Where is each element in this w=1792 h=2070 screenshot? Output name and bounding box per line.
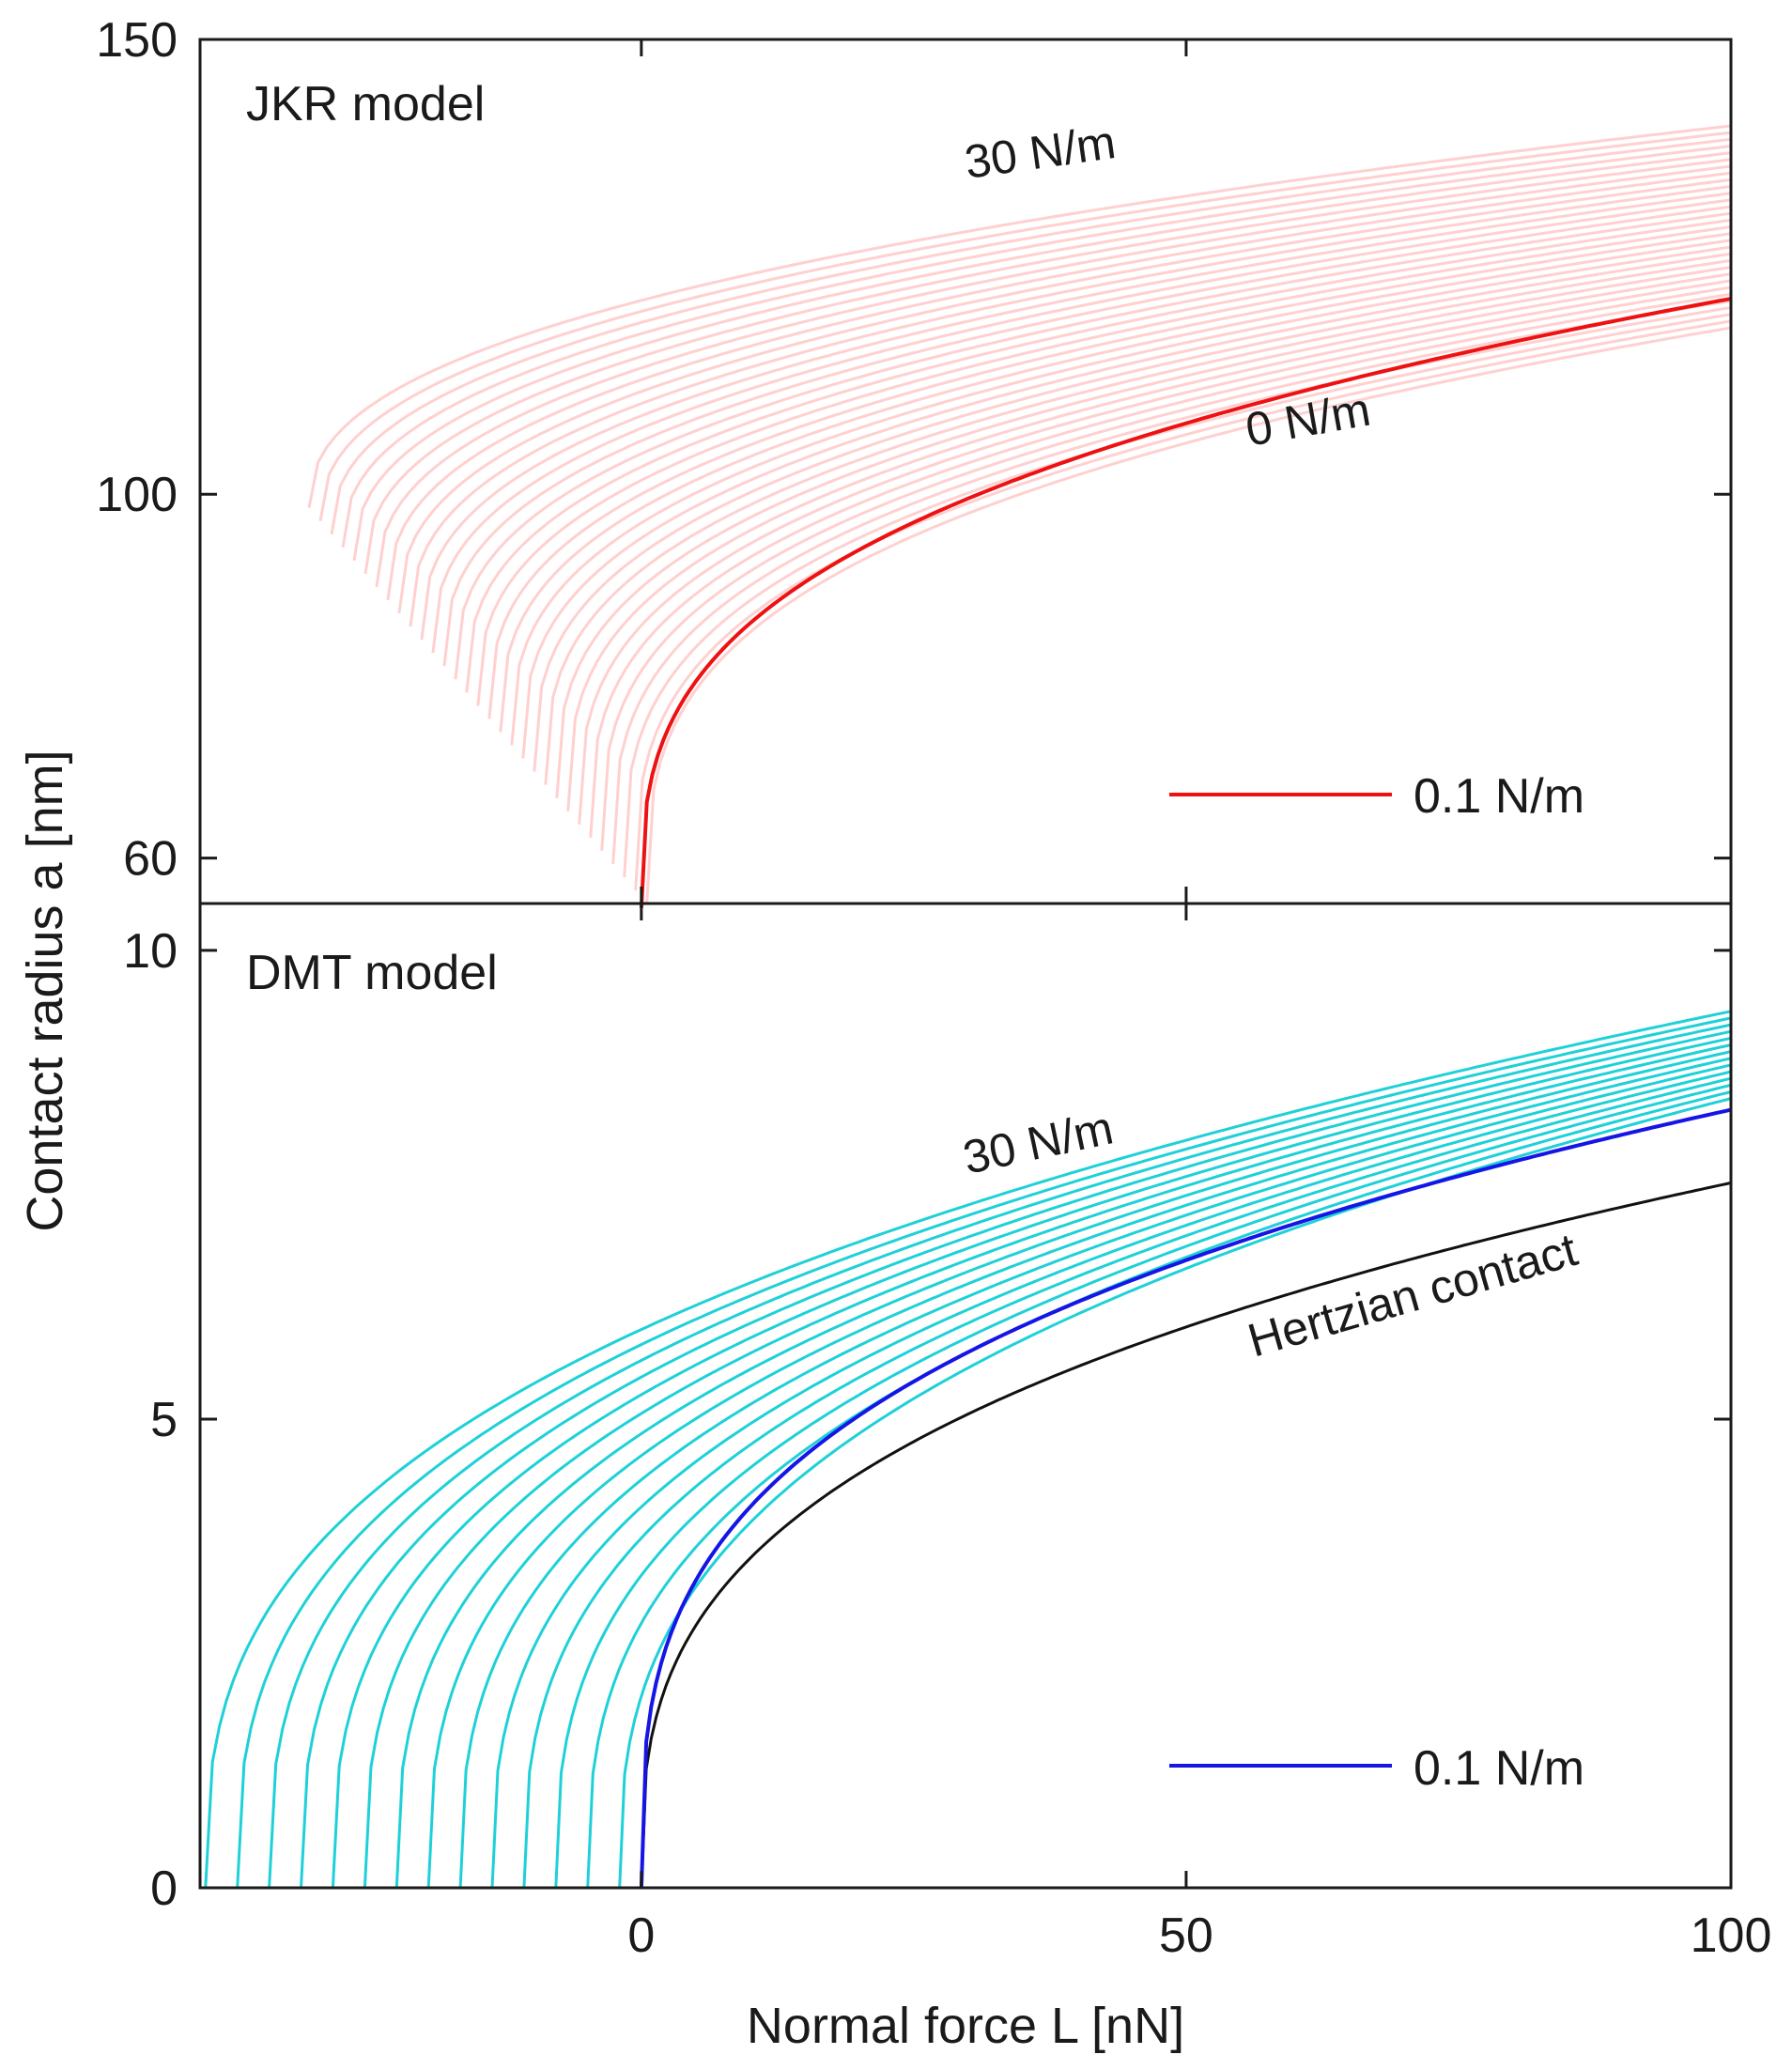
jkr-y-tick-label: 100 [96,468,178,522]
jkr-family-curve [386,171,1732,601]
dmt-legend: 0.1 N/m [1169,1741,1584,1796]
jkr-family-curve [465,218,1732,693]
dmt-family-curve [331,1036,1732,1889]
jkr-family-curve [589,292,1732,838]
jkr-y-tick-label: 150 [96,13,178,68]
jkr-family-curve [442,205,1732,667]
jkr-family-curve [307,124,1732,508]
jkr-y-tick-label: 60 [123,832,178,887]
jkr-family-curve [521,252,1732,759]
dmt-y-tick-label: 0 [150,1861,178,1916]
jkr-curves [307,124,1732,908]
jkr-family-curve [341,145,1732,548]
y-axis-title: Contact radius a [nm] [17,749,73,1231]
jkr-family-curve [578,286,1732,825]
jkr-family-curve [397,178,1732,614]
jkr-family-curve [645,326,1732,904]
dmt-y-tick-label: 10 [123,924,178,979]
dmt-family-curve [490,1070,1732,1889]
dmt-family-curve [426,1057,1732,1889]
dmt-label-30: 30 N/m [959,1101,1118,1183]
x-tick-label: 0 [627,1908,655,1963]
jkr-family-curve [499,239,1732,733]
jkr-family-curve [476,225,1732,706]
jkr-family-curve [634,319,1732,891]
dmt-curves [204,1010,1732,1889]
dmt-family-curve [554,1083,1732,1889]
jkr-family-curve [318,131,1732,522]
jkr-y-ticks: 60 100 150 [96,13,1733,904]
jkr-label-0: 0 N/m [1242,383,1374,456]
jkr-highlight-curve [639,297,1732,908]
jkr-family-curve [420,192,1732,641]
dmt-panel: 0.1 N/m DMT model 30 N/m Hertzian contac… [123,904,1771,1963]
jkr-legend-label: 0.1 N/m [1414,769,1584,824]
jkr-family-curve [487,232,1732,719]
dmt-family-curve [300,1029,1732,1889]
dmt-family-curve [268,1023,1732,1889]
dmt-family-curve [363,1043,1732,1889]
dmt-family-curve [236,1016,1732,1889]
jkr-family-curve [352,151,1732,562]
x-axis-title: Normal force L [nN] [747,1998,1184,2054]
dmt-y-tick-label: 5 [150,1393,178,1447]
dmt-hertz-curve [640,1181,1732,1889]
jkr-family-curve [600,299,1732,851]
dmt-axes-frame [198,902,1733,1890]
jkr-label-30: 30 N/m [962,116,1119,189]
jkr-family-curve [555,272,1732,798]
dmt-family-curve [204,1010,1732,1889]
jkr-panel-title: JKR model [246,77,485,131]
jkr-family-curve [431,198,1732,654]
x-tick-label: 100 [1691,1908,1772,1963]
dmt-family-curve [618,1097,1732,1889]
jkr-family-curve [363,158,1732,575]
dmt-family-curve [458,1063,1732,1889]
jkr-family-curve [409,185,1732,627]
dmt-x-ticks: 0 50 100 [627,904,1771,1963]
dmt-highlight-curve [639,1107,1732,1889]
jkr-panel: 0.1 N/m JKR model 30 N/m 0 N/m 60 100 150 [96,13,1733,908]
jkr-family-curve [510,245,1732,746]
jkr-legend: 0.1 N/m [1169,769,1584,824]
dmt-family-curve [522,1076,1732,1889]
jkr-family-curve [375,164,1732,588]
jkr-family-curve [330,137,1732,535]
jkr-family-curve [533,258,1732,772]
jkr-family-curve [611,306,1732,864]
dmt-legend-label: 0.1 N/m [1414,1741,1584,1796]
dmt-family-curve [586,1090,1732,1889]
x-tick-label: 50 [1159,1908,1213,1963]
jkr-family-curve [454,211,1732,680]
dmt-y-ticks: 0 5 10 [123,924,1731,1916]
jkr-family-curve [566,279,1732,811]
jkr-family-curve [623,313,1732,877]
dmt-label-hertz: Hertzian contact [1243,1223,1583,1367]
dmt-family-curve [394,1050,1732,1889]
dmt-panel-title: DMT model [246,946,498,1000]
jkr-family-curve [544,266,1732,785]
